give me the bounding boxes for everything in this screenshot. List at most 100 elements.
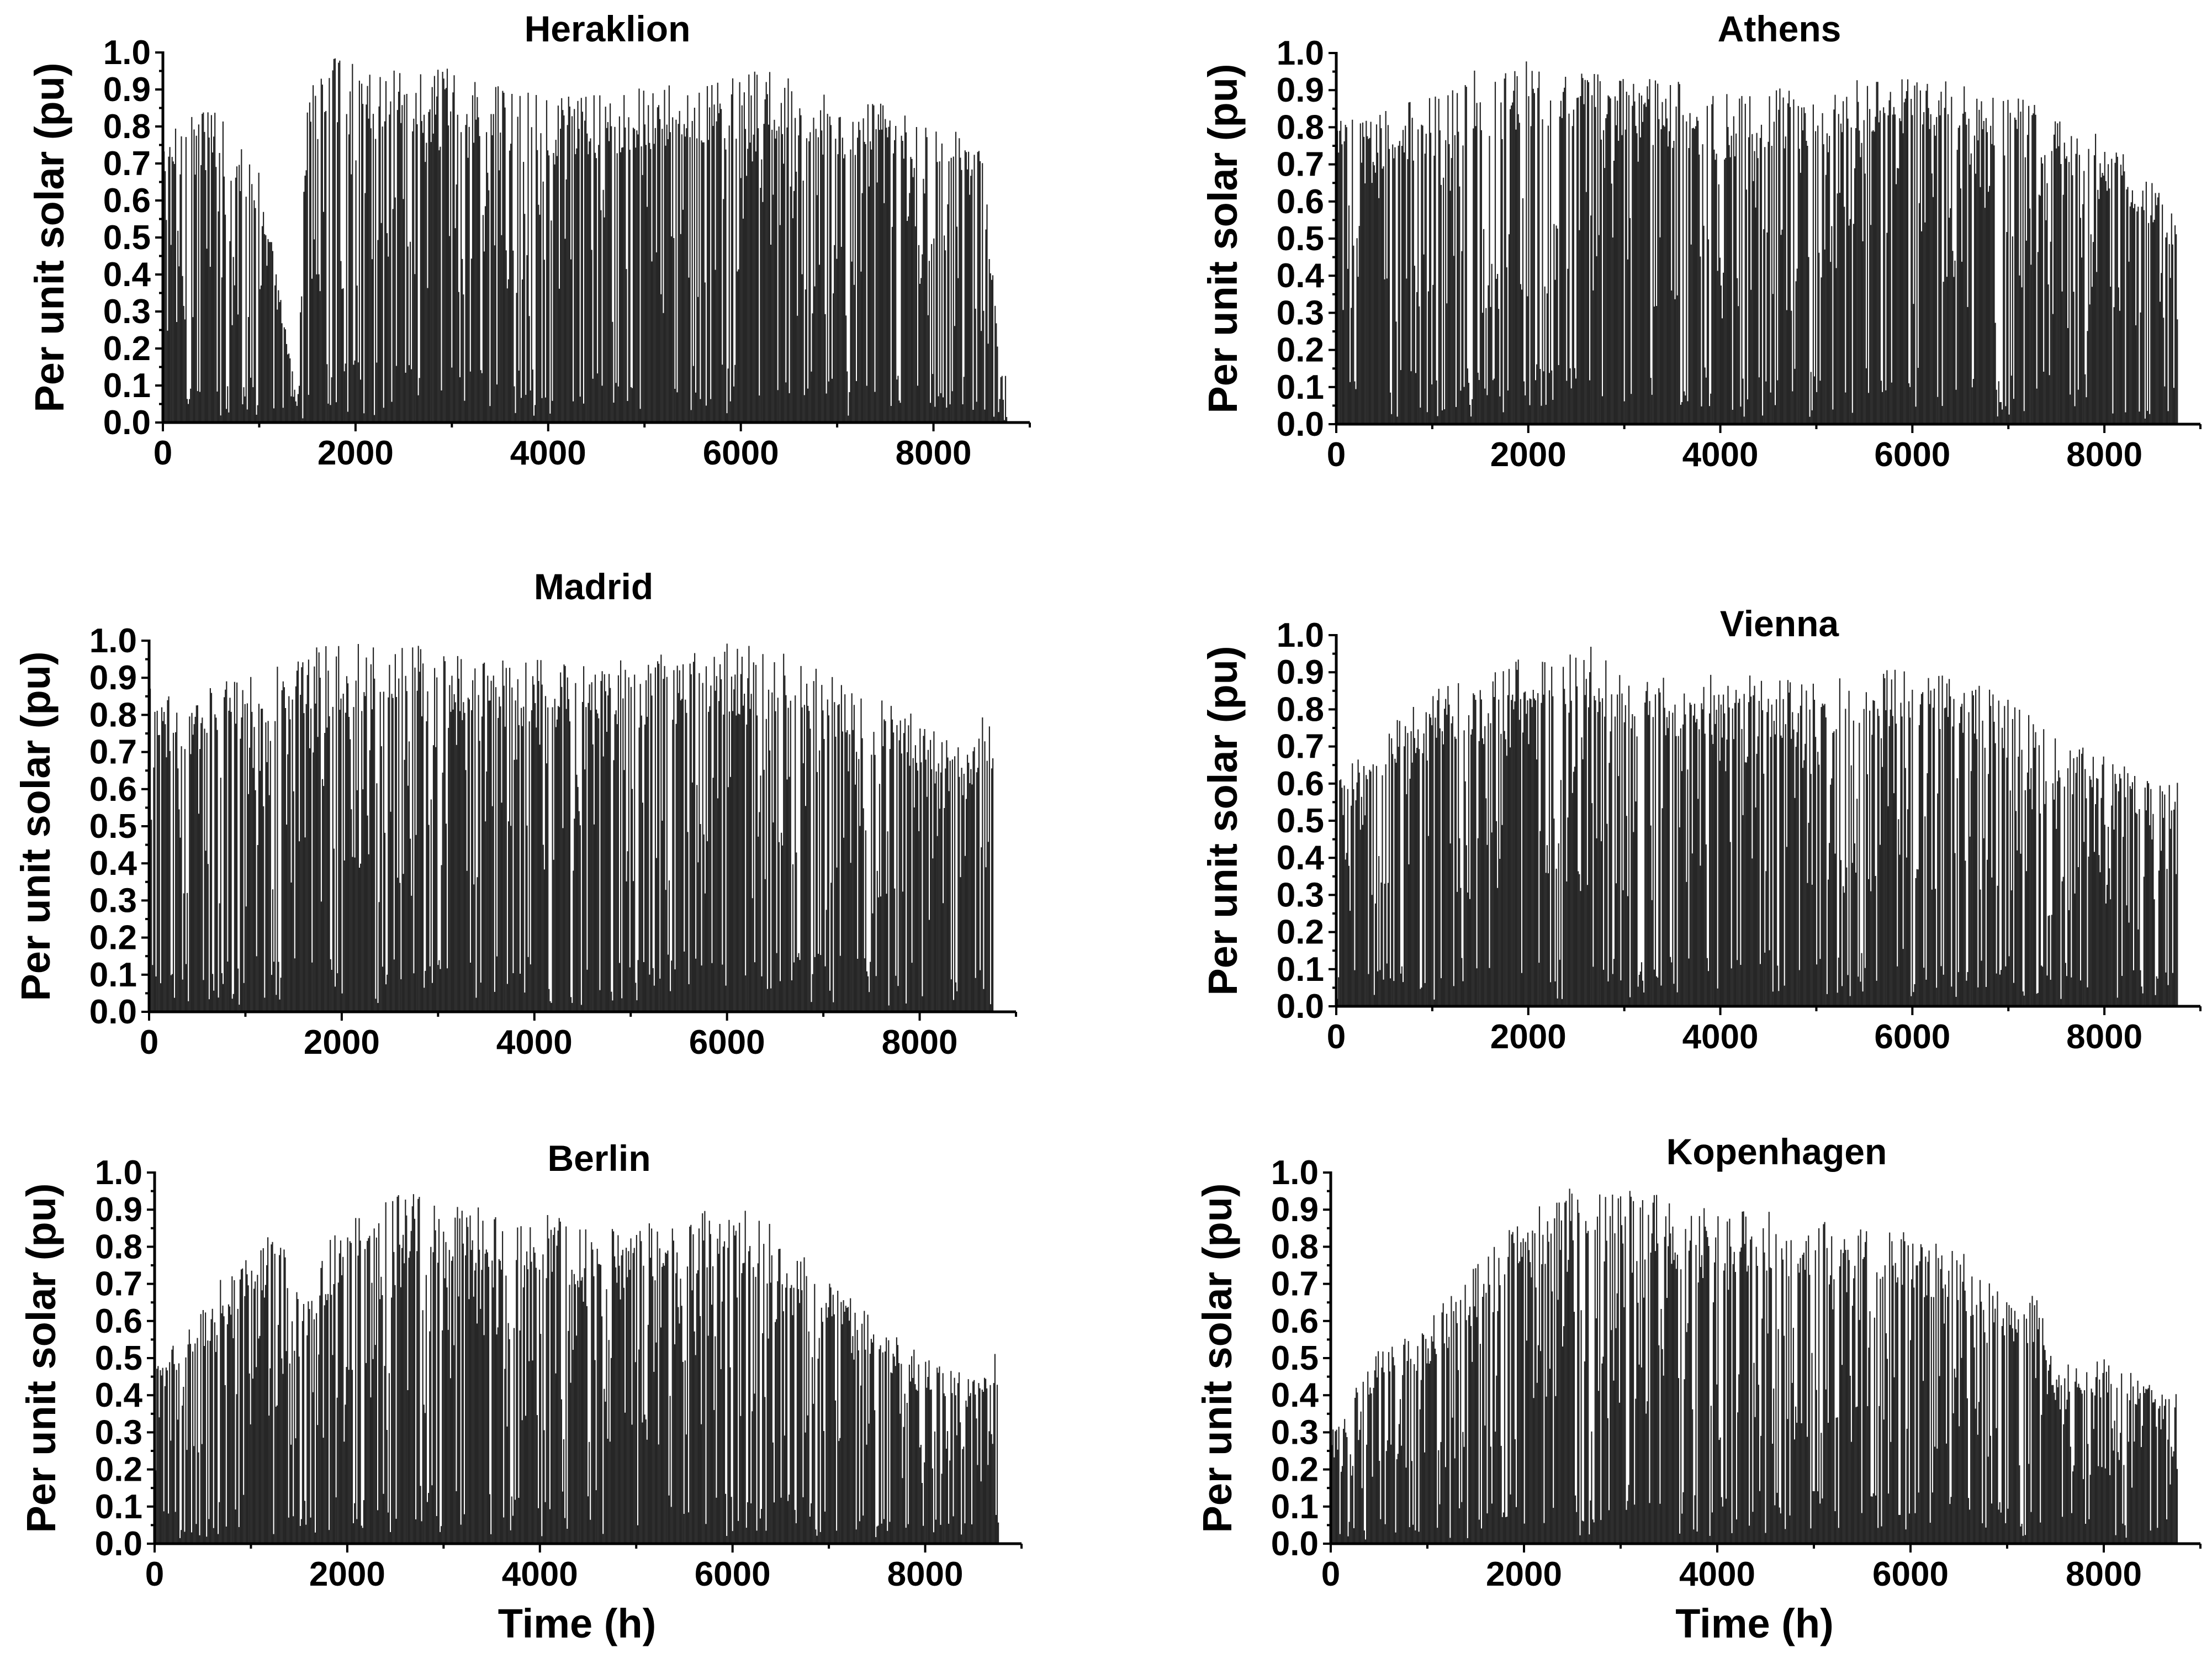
x-tick-label: 6000 xyxy=(1874,1018,1950,1056)
y-tick-label: 0.5 xyxy=(95,1339,142,1377)
y-tick-label: 0.7 xyxy=(1277,728,1324,766)
bar-series xyxy=(154,1194,999,1544)
y-tick-label: 0.8 xyxy=(1277,690,1324,728)
y-tick-label: 0.1 xyxy=(1277,951,1324,989)
x-tick-label: 6000 xyxy=(1872,1555,1949,1593)
y-tick-label: 0.8 xyxy=(1271,1228,1319,1266)
y-tick-label: 0.2 xyxy=(1277,331,1324,369)
y-tick-label: 0.1 xyxy=(89,956,137,994)
x-tick-label: 2000 xyxy=(1486,1555,1562,1593)
y-tick-label: 0.7 xyxy=(103,145,151,183)
x-tick-label: 0 xyxy=(1321,1555,1340,1593)
y-tick-label: 0.9 xyxy=(89,659,137,697)
x-tick-label: 8000 xyxy=(896,434,972,472)
chart-title: Madrid xyxy=(534,566,653,607)
x-axis-label: Time (h) xyxy=(498,1601,656,1646)
chart-panel-athens: 0.00.10.20.30.40.50.60.70.80.91.0 0 2000 40… xyxy=(1200,8,2202,474)
y-tick-label: 0.2 xyxy=(103,330,151,368)
y-axis-label: Per unit solar (pu) xyxy=(1200,646,1246,995)
x-tick-label: 8000 xyxy=(2066,1555,2142,1593)
x-tick-label: 2000 xyxy=(317,434,394,472)
y-tick-label: 0.9 xyxy=(95,1191,142,1229)
x-tick-label: 0 xyxy=(154,434,172,472)
y-tick-label: 0.5 xyxy=(1277,802,1324,840)
y-tick-label: 0.0 xyxy=(1277,988,1324,1026)
y-tick-label: 0.1 xyxy=(1277,368,1324,406)
x-axis-label: Time (h) xyxy=(1675,1601,1833,1646)
y-tick-label: 0.0 xyxy=(1271,1525,1319,1563)
y-tick-label: 0.6 xyxy=(1277,183,1324,221)
y-tick-label: 0.2 xyxy=(1277,914,1324,952)
y-tick-label: 0.6 xyxy=(1271,1302,1319,1340)
bar-series xyxy=(1335,647,2178,1006)
x-tick-label: 4000 xyxy=(496,1023,573,1062)
x-tick-label: 2000 xyxy=(309,1555,385,1593)
y-tick-label: 0.0 xyxy=(89,993,137,1031)
x-tick-label: 4000 xyxy=(1679,1555,1755,1593)
y-tick-label: 0.9 xyxy=(1271,1191,1319,1229)
y-axis-label: Per unit solar (pu) xyxy=(1194,1183,1240,1533)
x-tick-label: 6000 xyxy=(1874,436,1950,474)
y-tick-label: 0.8 xyxy=(89,696,137,734)
y-tick-label: 0.7 xyxy=(95,1265,142,1303)
y-tick-label: 0.3 xyxy=(1277,294,1324,332)
x-tick-label: 6000 xyxy=(695,1555,771,1593)
bar-series xyxy=(148,643,994,1012)
y-tick-label: 0.8 xyxy=(1277,108,1324,146)
x-tick-label: 4000 xyxy=(1682,1018,1759,1056)
chart-panel-heraklion: 0.00.10.20.30.40.50.60.70.80.91.0 0 2000 40… xyxy=(27,8,1031,472)
x-tick-label: 8000 xyxy=(2066,436,2142,474)
bar-series xyxy=(1330,1189,2178,1544)
y-tick-label: 0.6 xyxy=(95,1302,142,1340)
x-tick-label: 0 xyxy=(140,1023,158,1062)
chart-panel-berlin: 0.00.10.20.30.40.50.60.70.80.91.0 0 2000 40… xyxy=(18,1138,1023,1646)
y-tick-label: 0.3 xyxy=(95,1413,142,1451)
y-tick-label: 0.3 xyxy=(1277,876,1324,914)
chart-title: Kopenhagen xyxy=(1666,1131,1887,1172)
y-tick-label: 0.4 xyxy=(1277,257,1325,295)
chart-panels: 0.00.10.20.30.40.50.60.70.80.91.00 2000 40… xyxy=(13,8,2202,1646)
x-tick-label: 8000 xyxy=(887,1555,964,1593)
y-tick-label: 0.5 xyxy=(89,807,137,846)
x-tick-label: 2000 xyxy=(1490,436,1567,474)
chart-panel-vienna: 0.00.10.20.30.40.50.60.70.80.91.0 0 2000 40… xyxy=(1200,603,2202,1056)
x-tick-label: 8000 xyxy=(2066,1018,2142,1056)
y-tick-label: 0.3 xyxy=(89,881,137,920)
bar-series xyxy=(1335,61,2178,424)
y-tick-label: 0.1 xyxy=(1271,1488,1319,1526)
y-tick-label: 0.4 xyxy=(1271,1376,1319,1414)
y-tick-label: 0.5 xyxy=(103,219,151,257)
y-tick-label: 0.3 xyxy=(103,293,151,331)
y-tick-label: 0.6 xyxy=(1277,765,1324,803)
x-tick-label: 0 xyxy=(1327,436,1346,474)
y-tick-label: 0.1 xyxy=(103,367,151,405)
x-tick-label: 8000 xyxy=(882,1023,958,1062)
x-tick-label: 2000 xyxy=(1490,1018,1567,1056)
y-tick-label: 0.1 xyxy=(95,1488,142,1526)
y-tick-label: 1.0 xyxy=(103,34,151,72)
y-axis-label: Per unit solar (pu) xyxy=(18,1183,64,1533)
y-tick-label: 0.4 xyxy=(1277,839,1325,877)
y-axis-label: Per unit solar (pu) xyxy=(27,62,72,412)
chart-title: Vienna xyxy=(1720,603,1840,644)
chart-panel-kopenhagen: 0.00.10.20.30.40.50.60.70.80.91.0 0 2000 40… xyxy=(1194,1131,2202,1646)
y-tick-label: 0.6 xyxy=(89,770,137,809)
x-tick-label: 2000 xyxy=(304,1023,380,1062)
y-tick-label: 0.0 xyxy=(1277,405,1324,443)
y-tick-label: 0.5 xyxy=(1271,1339,1319,1377)
x-tick-label: 4000 xyxy=(502,1555,578,1593)
x-tick-label: 4000 xyxy=(1682,436,1759,474)
chart-title: Athens xyxy=(1718,8,1841,49)
y-tick-label: 0.9 xyxy=(1277,71,1324,109)
y-tick-label: 1.0 xyxy=(1271,1154,1319,1192)
y-tick-label: 0.8 xyxy=(95,1228,142,1266)
y-tick-label: 0.2 xyxy=(95,1451,142,1489)
y-tick-label: 0.9 xyxy=(103,71,151,109)
y-tick-label: 0.0 xyxy=(103,404,151,442)
y-axis-label: Per unit solar (pu) xyxy=(1200,64,1246,413)
y-tick-label: 0.0 xyxy=(95,1525,142,1563)
y-tick-label: 1.0 xyxy=(95,1154,142,1192)
y-tick-label: 0.2 xyxy=(1271,1451,1319,1489)
chart-panel-madrid: 0.00.10.20.30.40.50.60.70.80.91.0 0 2000 40… xyxy=(13,566,1017,1062)
chart-title: Berlin xyxy=(547,1138,650,1179)
